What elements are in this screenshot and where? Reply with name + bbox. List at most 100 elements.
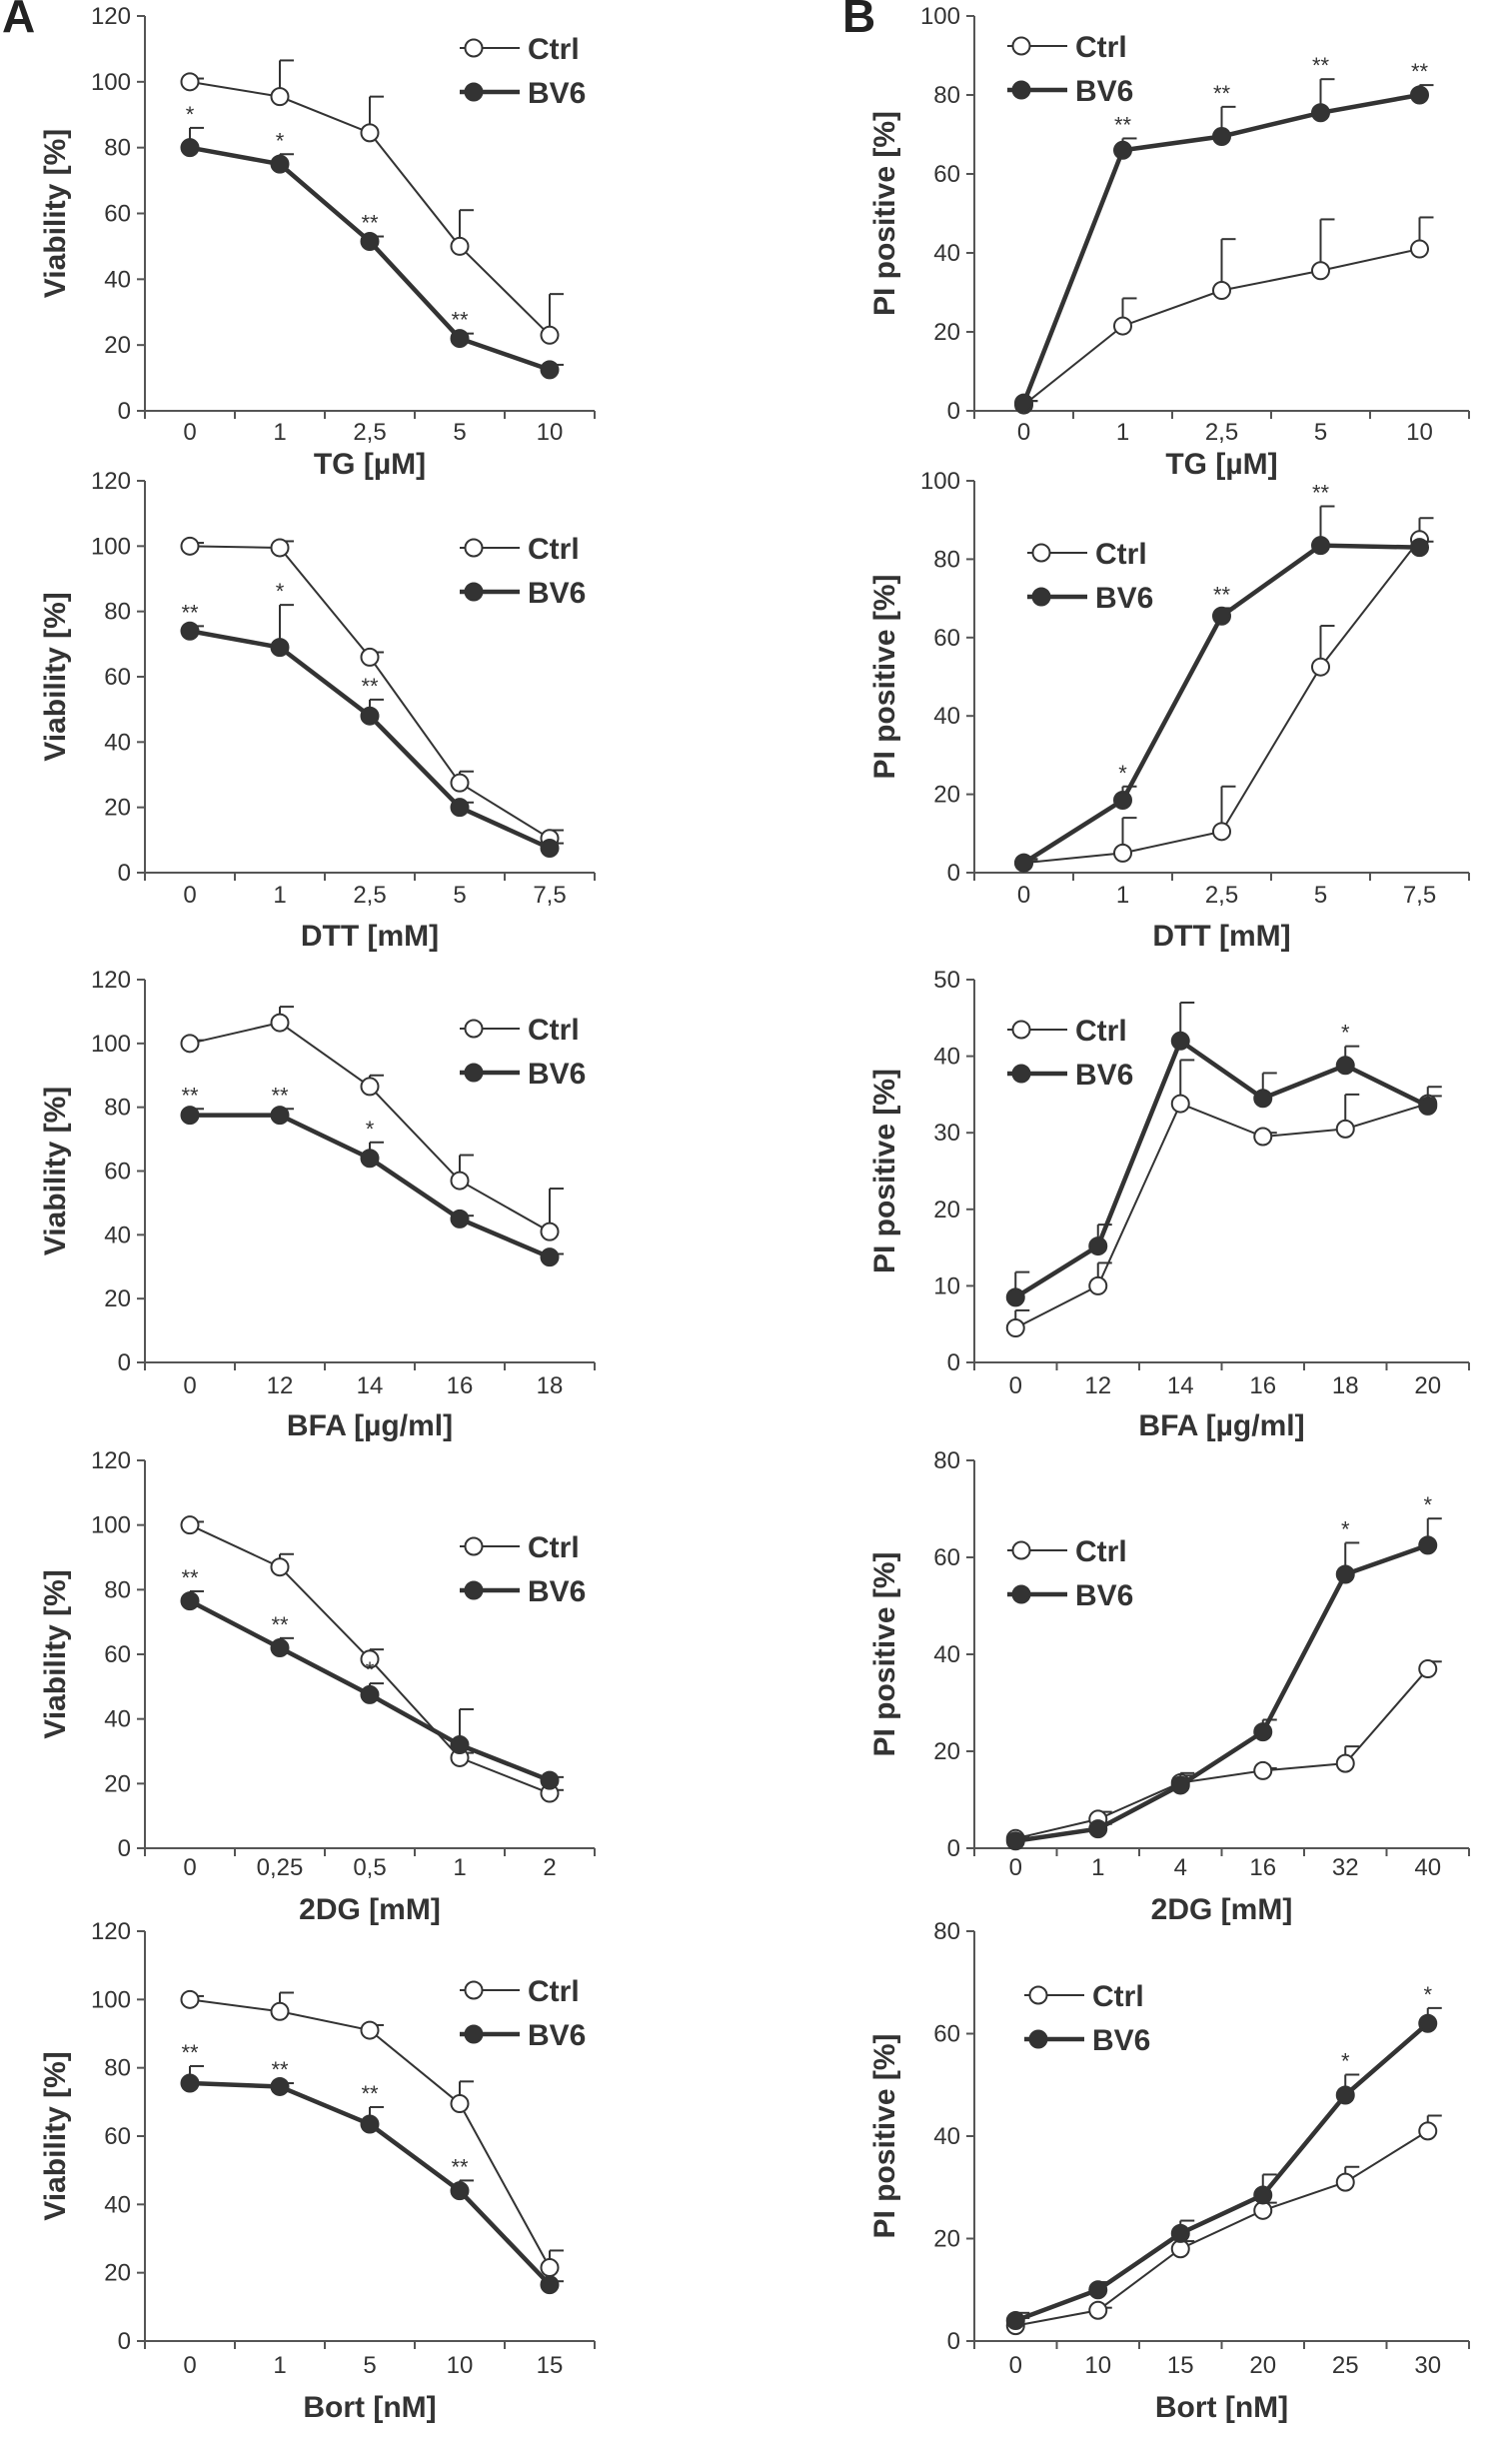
legend-label: Ctrl [1075,31,1127,64]
y-tick-label: 20 [933,1197,960,1224]
y-tick-label: 60 [104,1159,131,1186]
y-tick-label: 0 [118,2328,131,2355]
data-point [360,2114,380,2134]
y-tick-label: 60 [104,201,131,228]
significance-label: ** [1213,81,1231,106]
chart-10: 0 20 40 60 80 0 10 15 20 25 30 PI positive [%] Bort … [868,1918,1470,2424]
significance-label: ** [361,674,379,699]
significance-label: ** [451,308,469,333]
x-tick-label: 0 [183,2352,196,2379]
legend-label: BV6 [1075,1579,1133,1612]
y-tick-label: 0 [947,860,960,887]
data-point [540,1222,560,1241]
significance-label: ** [451,2154,469,2179]
legend-marker [1031,587,1051,607]
significance-label: ** [1312,53,1330,78]
y-tick-label: 60 [933,625,960,652]
data-point [360,647,380,667]
legend-label: Ctrl [1075,1535,1127,1568]
significance-label: ** [361,211,379,236]
chart-6: 0 10 20 30 40 50 0 12 14 16 18 20 PI positive [%] BFA… [868,967,1470,1442]
data-point [270,1638,290,1658]
data-point [450,1171,470,1191]
data-point [270,2001,290,2021]
legend-marker [464,2024,484,2044]
x-tick-label: 14 [357,1372,384,1399]
x-tick-label: 1 [273,419,286,446]
y-tick-label: 120 [91,3,131,30]
data-point [1311,657,1330,677]
data-point [540,360,560,380]
x-tick-label: 0 [1009,1854,1022,1881]
data-point [1005,1318,1025,1338]
x-tick-label: 2 [543,1854,556,1881]
series-ctrl [1005,1659,1442,1848]
x-tick-label: 1 [273,882,286,909]
data-point [270,87,290,107]
series-bv6: ***** [180,1083,564,1267]
y-tick-label: 40 [933,1641,960,1668]
y-tick-label: 60 [104,2123,131,2150]
data-point [450,1209,470,1229]
significance-label: ** [361,2081,379,2106]
y-tick-label: 20 [933,782,960,809]
legend-marker [464,1063,484,1083]
x-tick-label: 1 [1091,1854,1104,1881]
data-point [180,1989,200,2009]
data-point [1335,1056,1355,1076]
y-tick-label: 0 [118,860,131,887]
significance-label: * [186,102,195,127]
y-tick-label: 20 [104,2260,131,2287]
y-tick-label: 20 [104,1285,131,1312]
data-point [1410,85,1429,105]
x-tick-label: 0 [183,882,196,909]
data-point [360,1684,380,1704]
legend-marker [1011,1584,1031,1604]
series-line [1014,2021,1430,2323]
significance-label: * [366,1657,375,1682]
data-point [1170,2223,1190,2243]
y-tick-label: 60 [933,2021,960,2048]
data-point [270,2076,290,2096]
series-ctrl [1014,517,1434,873]
data-point [270,1557,290,1577]
y-tick-label: 20 [933,319,960,346]
x-tick-label: 10 [1084,2352,1111,2379]
x-tick-label: 5 [1314,419,1327,446]
data-point [450,798,470,818]
series-bv6: * [1005,1001,1442,1307]
x-tick-label: 12 [267,1372,294,1399]
data-point [180,1034,200,1054]
data-point [450,2181,470,2201]
data-point [1005,2311,1025,2330]
significance-label: ** [1213,582,1231,607]
x-tick-label: 5 [453,882,466,909]
significance-label: * [1341,1021,1350,1046]
data-point [450,2094,470,2114]
panel-letter-a: A [2,0,35,42]
y-tick-label: 100 [920,468,960,495]
legend-label: Ctrl [1095,538,1147,571]
legend-marker [464,1536,484,1556]
y-tick-label: 40 [104,2191,131,2218]
data-point [540,1770,560,1790]
data-point [1335,1119,1355,1139]
significance-label: ** [271,2057,289,2082]
x-tick-label: 0 [1017,882,1030,909]
data-point [450,329,470,349]
x-tick-label: 18 [1332,1372,1359,1399]
data-point [450,236,470,256]
y-tick-label: 0 [947,398,960,425]
x-axis-title: Bort [nM] [1155,2391,1288,2424]
data-point [1253,1760,1273,1780]
y-tick-label: 20 [104,332,131,359]
data-point [360,2020,380,2040]
legend-marker [1011,1064,1031,1084]
data-point [1014,393,1033,413]
y-tick-label: 40 [104,1222,131,1248]
x-tick-label: 2,5 [1205,882,1238,909]
y-tick-label: 40 [104,1706,131,1733]
data-point [360,706,380,726]
y-axis-title: Viability [%] [39,1569,72,1738]
series-bv6: ** [1005,1492,1442,1851]
